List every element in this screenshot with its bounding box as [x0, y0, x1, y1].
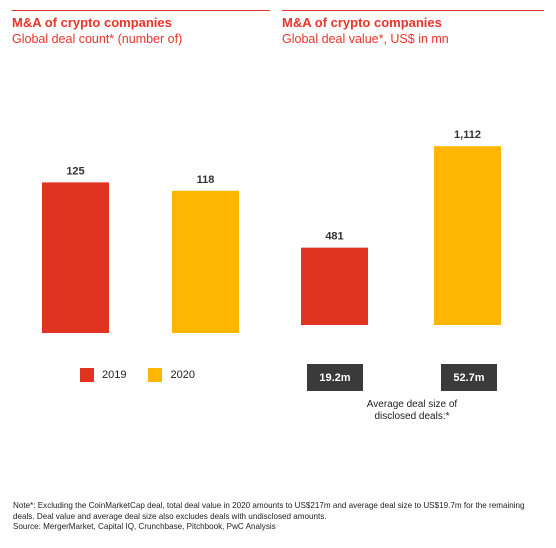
- bar-2019: [301, 247, 368, 325]
- avg-deal-caption: Average deal size of disclosed deals:*: [322, 399, 502, 423]
- legend-label-2020: 2020: [170, 369, 195, 381]
- chart-title: M&A of crypto companies: [282, 15, 442, 30]
- data-label-2019: 125: [66, 165, 84, 177]
- data-label-2020: 118: [197, 174, 215, 186]
- data-label-2019: 481: [325, 231, 343, 243]
- bar-2019: [42, 182, 109, 333]
- legend-item-2019: 2019: [80, 368, 126, 382]
- legend: 2019 2020: [80, 368, 217, 382]
- avg-deal-2019-badge: 19.2m: [307, 364, 363, 391]
- chart-subtitle: Global deal count* (number of): [12, 32, 183, 46]
- deal-count-chart: 125 118: [42, 165, 239, 333]
- avg-deal-2020-badge: 52.7m: [441, 364, 497, 391]
- deal-value-chart: 481 1,112: [301, 129, 501, 325]
- footnote-source: Source: MergerMarket, Capital IQ, Crunch…: [13, 522, 276, 531]
- chart-subtitle: Global deal value*, US$ in mn: [282, 32, 449, 46]
- chart-title: M&A of crypto companies: [12, 15, 172, 30]
- deal-value-panel: M&A of crypto companies Global deal valu…: [282, 0, 544, 340]
- legend-swatch-2020: [148, 368, 163, 382]
- title-rule: [282, 10, 544, 11]
- avg-deal-caption-line2: disclosed deals:*: [374, 411, 450, 422]
- legend-label-2019: 2019: [102, 369, 127, 381]
- footnote-note: Note*: Excluding the CoinMarketCap deal,…: [13, 501, 525, 521]
- footnote: Note*: Excluding the CoinMarketCap deal,…: [13, 501, 548, 533]
- deal-count-panel: M&A of crypto companies Global deal coun…: [12, 0, 270, 340]
- data-label-2020: 1,112: [454, 129, 481, 141]
- title-rule: [12, 10, 270, 11]
- legend-swatch-2019: [80, 368, 94, 382]
- avg-deal-caption-line1: Average deal size of: [366, 399, 458, 410]
- bar-2020: [434, 146, 501, 325]
- bar-2020: [172, 190, 239, 333]
- legend-item-2020: 2020: [148, 368, 195, 382]
